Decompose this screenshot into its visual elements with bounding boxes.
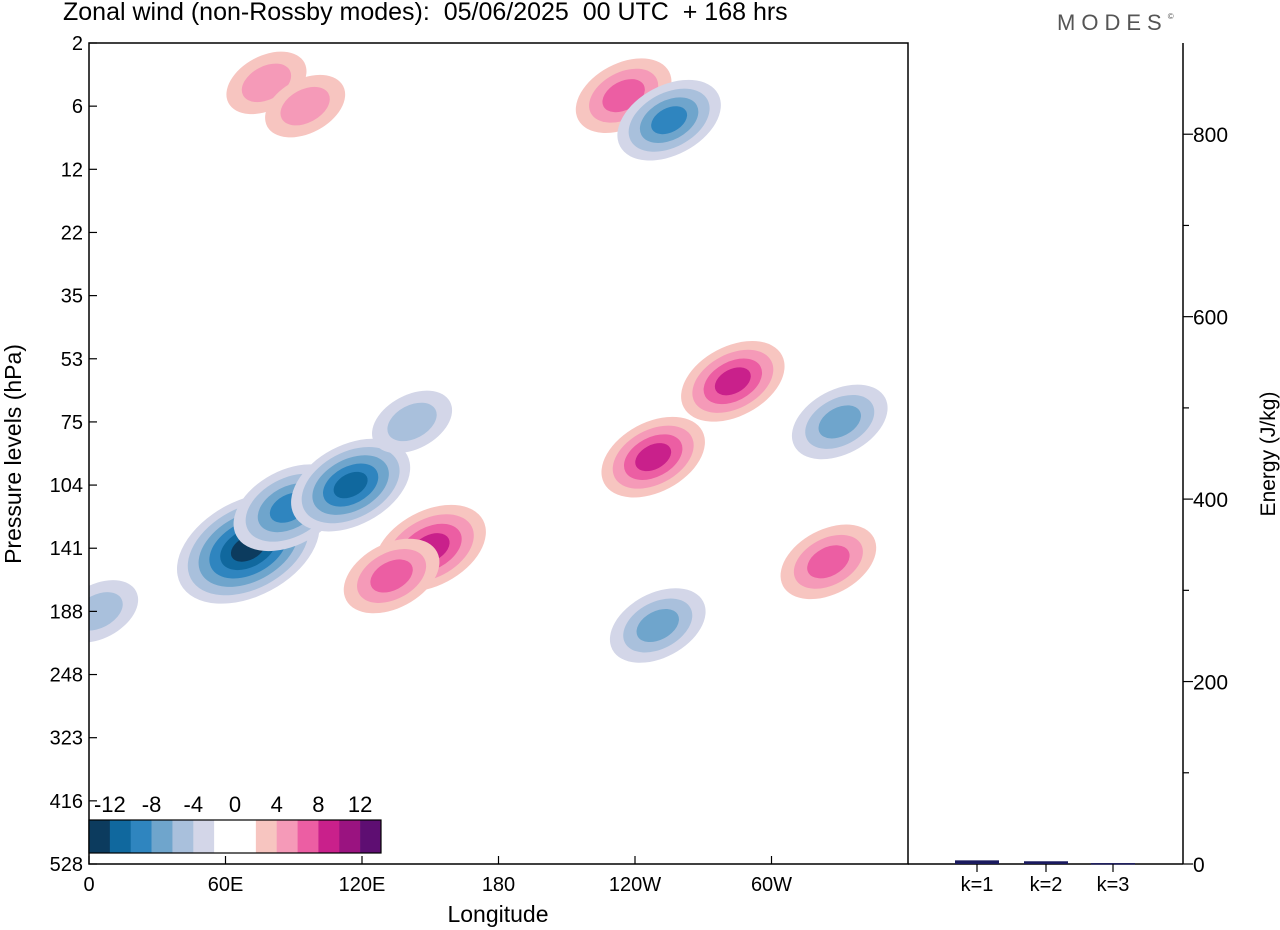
contour-feature [372, 390, 453, 454]
y-tick-label: 528 [50, 854, 83, 876]
contour-feature [265, 74, 346, 138]
contour-feature [343, 538, 440, 614]
energy-category-label: k=1 [961, 874, 994, 896]
x-tick-label: 180 [482, 874, 515, 896]
y-tick-label: 323 [50, 728, 83, 750]
colorbar-swatch [339, 820, 361, 853]
colorbar-swatch [193, 820, 215, 853]
logo-mark: © [1167, 12, 1174, 21]
energy-tick-label: 200 [1193, 672, 1228, 695]
colorbar-swatch [151, 820, 173, 853]
colorbar-swatch [235, 820, 257, 853]
contour-band [635, 443, 672, 472]
contour-band [818, 405, 861, 439]
colorbar-swatch [130, 820, 152, 853]
colorbar-tick-label: 8 [312, 792, 324, 817]
contour-band [714, 367, 751, 396]
energy-tick-label: 800 [1193, 124, 1228, 147]
colorbar-swatch [276, 820, 298, 853]
contour-band [89, 592, 123, 631]
colorbar-swatch [109, 820, 132, 853]
energy-bar [955, 860, 999, 864]
energy-bar [1024, 861, 1068, 864]
y-tick-label: 188 [50, 601, 83, 623]
energy-panel: 0 200 400 600 800 k=1 k=2 k=3 [908, 43, 1228, 896]
x-axis: 0 60E 120E 180 120W 60W [83, 856, 792, 896]
energy-tick-label: 400 [1193, 489, 1228, 512]
y-axis-label: Pressure levels (hPa) [0, 344, 26, 564]
energy-tick-label: 0 [1193, 854, 1205, 877]
modes-logo: MODES© [1057, 10, 1174, 36]
contour-feature [89, 580, 139, 643]
contour-feature [609, 588, 706, 663]
y-tick-label: 416 [50, 791, 83, 813]
contour-band [387, 402, 437, 442]
contour-feature [780, 524, 877, 600]
y-tick-label: 248 [50, 665, 83, 687]
y-tick-label: 104 [50, 475, 83, 497]
contour-band [333, 471, 368, 499]
colorbar-tick-label: 0 [229, 792, 241, 817]
contour-band [651, 106, 688, 135]
colorbar-tick-label: -12 [94, 792, 126, 817]
y-tick-label: 2 [72, 33, 83, 55]
colorbar-tick-label: 12 [348, 792, 372, 817]
energy-category-label: k=2 [1030, 874, 1063, 896]
y-tick-label: 35 [61, 286, 83, 308]
x-tick-label: 120W [609, 874, 661, 896]
colorbar-tick-label: 4 [271, 792, 283, 817]
energy-bar [1091, 863, 1135, 865]
contour-feature [617, 79, 721, 161]
y-tick-label: 22 [61, 222, 83, 244]
colorbar-swatch [89, 820, 111, 853]
colorbar-swatch [318, 820, 340, 853]
y-axis: 2 6 12 22 35 53 75 104 141 188 248 323 416 528 [50, 33, 97, 876]
colorbar-tick-label: -8 [142, 792, 162, 817]
x-tick-label: 60W [751, 874, 792, 896]
energy-tick-label: 600 [1193, 307, 1228, 330]
logo-text: MODES [1057, 10, 1168, 35]
colorbar-frame [88, 819, 382, 854]
plot-frame [88, 42, 909, 865]
contour-band [370, 559, 413, 593]
colorbar-swatch [297, 820, 319, 853]
contour-feature [291, 438, 411, 532]
colorbar: -12 -8 -4 0 4 8 12 [88, 792, 382, 854]
y-tick-label: 53 [61, 349, 83, 371]
x-tick-label: 0 [83, 874, 94, 896]
contour-band [807, 545, 850, 579]
x-tick-label: 60E [208, 874, 244, 896]
colorbar-swatch [172, 820, 194, 853]
wind-field [89, 51, 888, 663]
chart-title: Zonal wind (non-Rossby modes): 05/06/202… [63, 0, 788, 26]
y-tick-label: 6 [72, 96, 83, 118]
contour-feature [601, 416, 705, 498]
x-axis-label: Longitude [447, 901, 548, 927]
y-tick-label: 141 [50, 538, 83, 560]
x-tick-label: 120E [339, 874, 386, 896]
contour-feature [791, 384, 888, 460]
contour-feature [681, 341, 785, 422]
colorbar-tick-label: -4 [184, 792, 204, 817]
colorbar-swatch [214, 820, 236, 853]
y-tick-label: 12 [61, 159, 83, 181]
y-tick-label: 75 [61, 412, 83, 434]
energy-category-label: k=3 [1097, 874, 1130, 896]
contour-band [280, 86, 330, 126]
colorbar-swatch [360, 820, 382, 853]
energy-axis-label: Energy (J/kg) [1257, 392, 1280, 517]
contour-band [636, 608, 679, 643]
colorbar-swatch [255, 820, 278, 853]
